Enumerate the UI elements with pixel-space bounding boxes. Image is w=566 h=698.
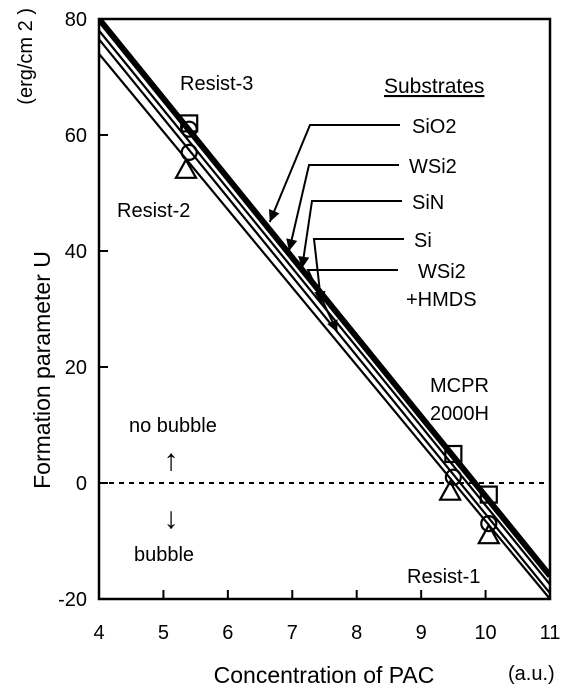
mcpr-label-line2: 2000H — [430, 403, 489, 425]
substrate-label-wsi2-hmds-line: +HMDS — [406, 289, 477, 311]
substrate-arrow-line — [306, 269, 398, 333]
substrate-label-wsi2-hmds-line: WSi2 — [418, 261, 466, 283]
square-marker — [444, 444, 463, 464]
substrate-arrow-head — [286, 238, 298, 251]
resist1-label: Resist-1 — [407, 566, 480, 588]
x-tick-label: 4 — [93, 622, 104, 644]
square-marker — [479, 485, 498, 504]
resist2-label: Resist-2 — [117, 200, 190, 222]
legend-title: Substrates — [384, 75, 484, 98]
series-line-4 — [99, 53, 550, 599]
mcpr-label-line1: MCPR — [430, 375, 489, 397]
triangle-marker — [174, 157, 198, 179]
up-arrow-icon: ↑ — [164, 444, 179, 477]
substrate-label-wsi2: WSi2 — [409, 156, 457, 178]
x-axis-unit: (a.u.) — [508, 663, 555, 685]
substrate-label-si: Si — [414, 230, 432, 252]
x-tick-label: 11 — [540, 622, 561, 644]
circle-marker — [180, 143, 198, 161]
y-tick-label: 40 — [65, 241, 87, 263]
x-tick-label: 8 — [351, 622, 362, 644]
circle-marker — [480, 514, 498, 533]
y-tick-label: 0 — [76, 473, 87, 495]
substrate-label-sio2: SiO2 — [412, 116, 456, 138]
series-line-1 — [99, 19, 550, 578]
down-arrow-icon: ↓ — [164, 502, 179, 535]
x-tick-label: 5 — [158, 622, 169, 644]
circle-marker — [444, 468, 462, 486]
series-line-2 — [99, 29, 550, 586]
substrate-arrow-line — [288, 164, 399, 252]
y-axis-unit: (erg/cm 2 ) — [15, 8, 37, 105]
no-bubble-label: no bubble — [129, 415, 217, 437]
bubble-label: bubble — [134, 544, 194, 566]
x-tick-label: 10 — [474, 622, 496, 644]
x-tick-label: 9 — [416, 622, 427, 644]
substrate-arrow-line — [268, 124, 400, 223]
substrate-arrow-line — [300, 200, 402, 269]
substrate-arrow-head — [327, 319, 338, 333]
triangle-marker — [476, 522, 501, 545]
series-line-3 — [99, 38, 550, 594]
circle-marker — [180, 120, 198, 138]
y-tick-label: -20 — [58, 589, 87, 611]
x-tick-label: 7 — [287, 622, 298, 644]
square-marker — [180, 114, 199, 133]
y-tick-label: 60 — [65, 125, 87, 147]
substrate-arrow-head — [298, 255, 310, 269]
resist3-label: Resist-3 — [180, 73, 253, 95]
plot-frame — [97, 17, 552, 601]
x-axis-title: Concentration of PAC — [214, 662, 435, 688]
x-tick-label: 6 — [222, 622, 233, 644]
substrate-arrow-line — [312, 238, 404, 304]
substrate-label-sin: SiN — [412, 192, 444, 214]
y-axis-title: Formation parameter U — [29, 251, 55, 489]
y-tick-label: 20 — [65, 357, 87, 379]
substrate-arrow-head — [269, 209, 280, 222]
y-tick-label: 80 — [65, 9, 87, 31]
triangle-marker — [438, 479, 463, 501]
substrate-label-wsi2-hmds: WSi2 +HMDS — [406, 261, 477, 311]
